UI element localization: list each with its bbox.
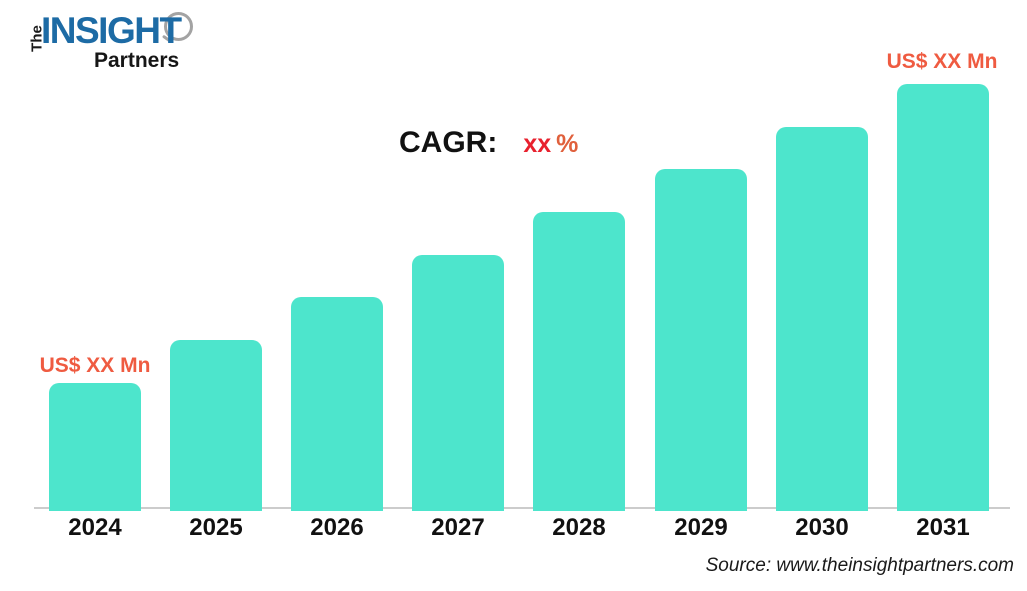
cagr-annotation: CAGR: xx %: [399, 126, 578, 160]
source-note: Source: www.theinsightpartners.com: [705, 555, 1014, 576]
bar-2027: [412, 255, 504, 511]
x-axis-label-2025: 2025: [189, 514, 243, 541]
x-axis-line: [34, 507, 1010, 509]
logo-partners-text: Partners: [94, 49, 180, 72]
value-label-2024: US$ XX Mn: [39, 354, 151, 377]
bar-2029: [655, 169, 747, 511]
x-axis-label-2026: 2026: [310, 514, 364, 541]
bar-2030: [776, 127, 868, 511]
x-axis-label-2027: 2027: [431, 514, 485, 541]
cagr-percent-sign: %: [556, 130, 579, 158]
cagr-label: CAGR:: [399, 126, 498, 159]
bar-2028: [533, 212, 625, 511]
value-label-2031: US$ XX Mn: [886, 50, 998, 73]
x-axis-label-2028: 2028: [552, 514, 606, 541]
x-axis-label-2031: 2031: [916, 514, 970, 541]
magnifying-glass-icon: [164, 12, 193, 41]
bar-2031: [897, 84, 989, 511]
logo-insight-text: INSIGHT: [41, 10, 182, 51]
bar-2026: [291, 297, 383, 511]
bar-2024: [49, 383, 141, 511]
cagr-value: xx: [523, 130, 552, 158]
bar-2025: [170, 340, 262, 511]
x-axis-label-2030: 2030: [795, 514, 849, 541]
x-axis-label-2029: 2029: [674, 514, 728, 541]
insight-partners-logo: The INSIGHT Partners: [26, 4, 201, 82]
x-axis-label-2024: 2024: [68, 514, 122, 541]
